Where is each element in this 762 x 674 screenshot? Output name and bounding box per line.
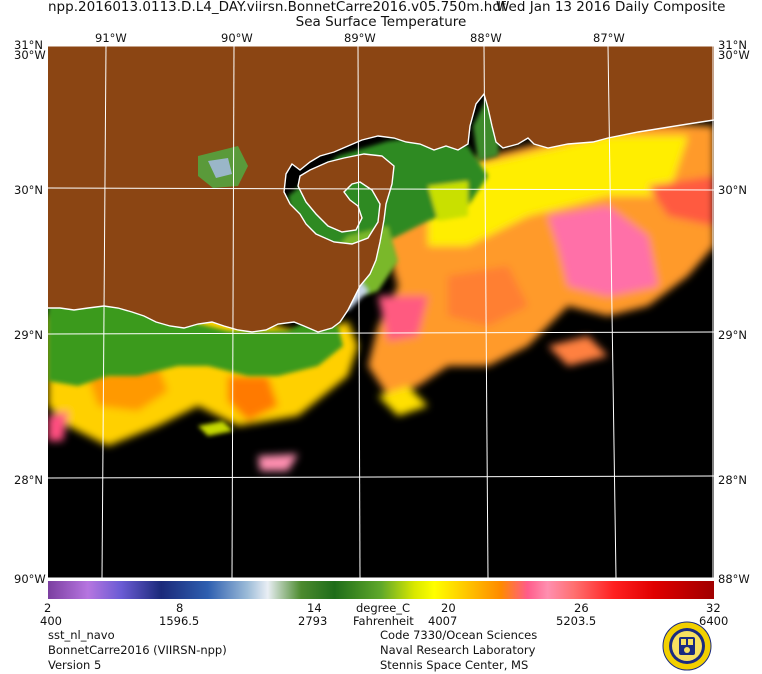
footer-algorithm: sst_nl_navo <box>48 628 115 642</box>
fahrenheit-tick: 2793 <box>298 614 328 628</box>
lat-label-left-28n: 28°N <box>14 473 43 487</box>
product-title: Sea Surface Temperature <box>295 14 467 30</box>
unit-fahrenheit: Fahrenheit <box>353 614 414 628</box>
file-name-title: npp.2016013.0113.D.L4_DAY.viirsn.BonnetC… <box>48 0 506 15</box>
corner-label-bottom-right: 88°W <box>718 572 750 586</box>
fahrenheit-tick: 4007 <box>428 614 458 628</box>
celsius-tick: 14 <box>307 601 322 615</box>
lon-label-87w: 87°W <box>593 31 625 45</box>
sst-map <box>48 46 714 578</box>
footer-dataset: BonnetCarre2016 (VIIRSN-npp) <box>48 643 227 657</box>
footer-version: Version 5 <box>48 658 102 672</box>
fahrenheit-tick: 6400 <box>699 614 729 628</box>
footer-org-code: Code 7330/Ocean Sciences <box>380 628 538 642</box>
unit-celsius: degree_C <box>356 601 411 615</box>
fahrenheit-tick: 400 <box>40 614 62 628</box>
lat-label-left-30n: 30°N <box>14 183 43 197</box>
celsius-tick: 2 <box>44 601 52 615</box>
lon-label-91w: 91°W <box>95 31 127 45</box>
lat-label-left-29n: 29°N <box>14 328 43 342</box>
date-title: Wed Jan 13 2016 Daily Composite <box>496 0 726 15</box>
celsius-tick: 8 <box>176 601 184 615</box>
fahrenheit-tick: 5203.5 <box>556 614 597 628</box>
fahrenheit-tick: 1596.5 <box>159 614 200 628</box>
footer-org-location: Stennis Space Center, MS <box>380 658 529 672</box>
lon-label-90w: 90°W <box>221 31 253 45</box>
lat-label-right-30n: 30°N <box>718 183 747 197</box>
corner-label-top-left: 30°W <box>14 48 46 62</box>
color-scale-bar <box>48 581 714 599</box>
celsius-tick: 20 <box>441 601 456 615</box>
coastline <box>48 92 714 333</box>
sst-map-canvas <box>48 46 714 578</box>
lon-label-88w: 88°W <box>470 31 502 45</box>
lat-label-right-29n: 29°N <box>718 328 747 342</box>
graticule <box>48 46 714 578</box>
celsius-tick: 26 <box>574 601 589 615</box>
lon-label-89w: 89°W <box>344 31 376 45</box>
celsius-tick: 32 <box>706 601 721 615</box>
nrl-seal-icon <box>662 621 712 671</box>
lat-label-left-31n: 31°N <box>14 38 43 52</box>
footer-org-name: Naval Research Laboratory <box>380 643 536 657</box>
corner-label-bottom-left: 90°W <box>14 572 46 586</box>
corner-label-top-right: 30°W <box>718 48 750 62</box>
lat-label-right-28n: 28°N <box>718 473 747 487</box>
lake <box>208 158 232 178</box>
lat-label-right-31n: 31°N <box>718 38 747 52</box>
